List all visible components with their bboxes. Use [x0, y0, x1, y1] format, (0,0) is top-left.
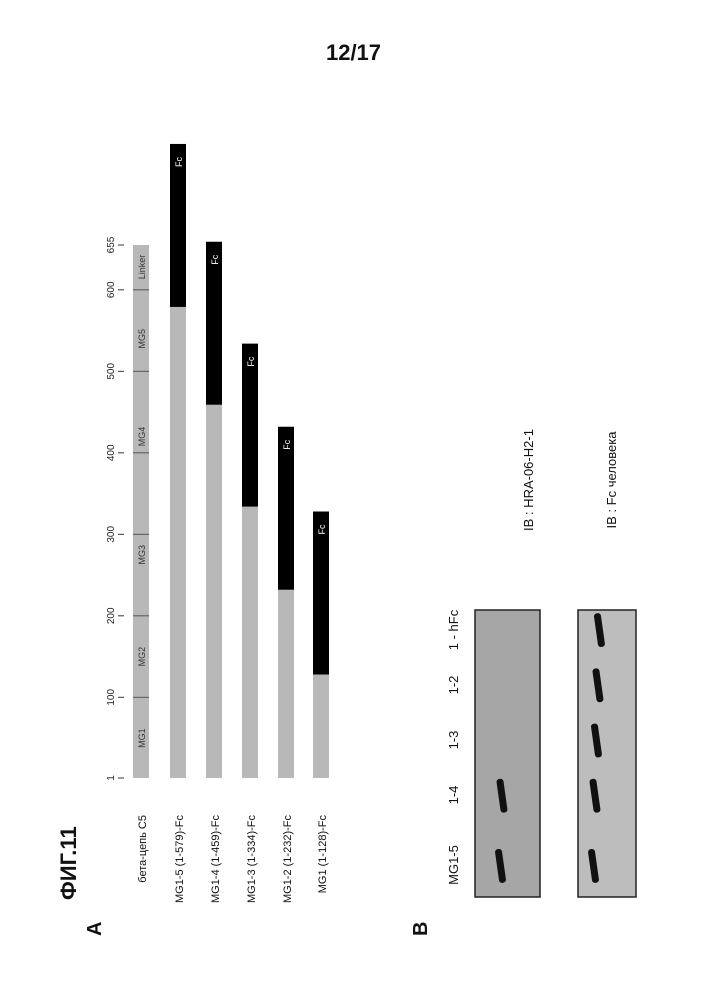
fc-bar: [313, 512, 329, 675]
construct-label: MG1-4 (1-459)-Fc: [210, 815, 222, 904]
construct-bar: [170, 307, 186, 778]
construct-bar: [206, 405, 222, 778]
construct-bar: [133, 245, 149, 778]
construct-bar: [313, 674, 329, 778]
axis-tick-label: 200: [106, 607, 117, 624]
axis-tick-label: 600: [106, 281, 117, 298]
fc-label: Fc: [174, 156, 184, 166]
fc-bar: [242, 344, 258, 507]
construct-bar: [278, 590, 294, 778]
fc-label: Fc: [210, 254, 220, 264]
construct-label: MG1-3 (1-334)-Fc: [246, 815, 258, 904]
lane-label: 1-4: [446, 786, 461, 805]
fc-bar: [170, 144, 186, 307]
construct-label: MG1-5 (1-579)-Fc: [174, 815, 186, 904]
lane-label: 1 - hFc: [446, 609, 461, 650]
blot-ib-label: IB : Fc человека: [604, 431, 619, 529]
axis-tick-label: 1: [106, 775, 117, 781]
axis-tick-label: 655: [106, 236, 117, 253]
blot-panel: [578, 610, 636, 897]
construct-label: бета-цепь C5: [137, 815, 149, 883]
domain-label: MG3: [137, 545, 147, 565]
fc-label: Fc: [246, 356, 256, 366]
construct-label: MG1-2 (1-232)-Fc: [282, 815, 294, 904]
domain-label: MG2: [137, 647, 147, 667]
axis-tick-label: 300: [106, 526, 117, 543]
lane-label: MG1-5: [446, 845, 461, 885]
axis-tick-label: 400: [106, 444, 117, 461]
lane-label: 1-2: [446, 676, 461, 695]
axis-tick-label: 100: [106, 689, 117, 706]
lane-label: 1-3: [446, 731, 461, 750]
construct-label: MG1 (1-128)-Fc: [317, 815, 329, 894]
fc-bar: [206, 242, 222, 405]
domain-label: MG1: [137, 728, 147, 748]
fc-bar: [278, 427, 294, 590]
fc-label: Fc: [317, 524, 327, 534]
axis-tick-label: 500: [106, 363, 117, 380]
domain-label: MG4: [137, 427, 147, 447]
blot-ib-label: IB : HRA-06-H2-1: [521, 429, 536, 531]
fc-label: Fc: [282, 439, 292, 449]
domain-label: MG5: [137, 329, 147, 349]
blot-panel: [475, 610, 540, 897]
domain-label: Linker: [137, 255, 147, 280]
construct-bar: [242, 507, 258, 778]
